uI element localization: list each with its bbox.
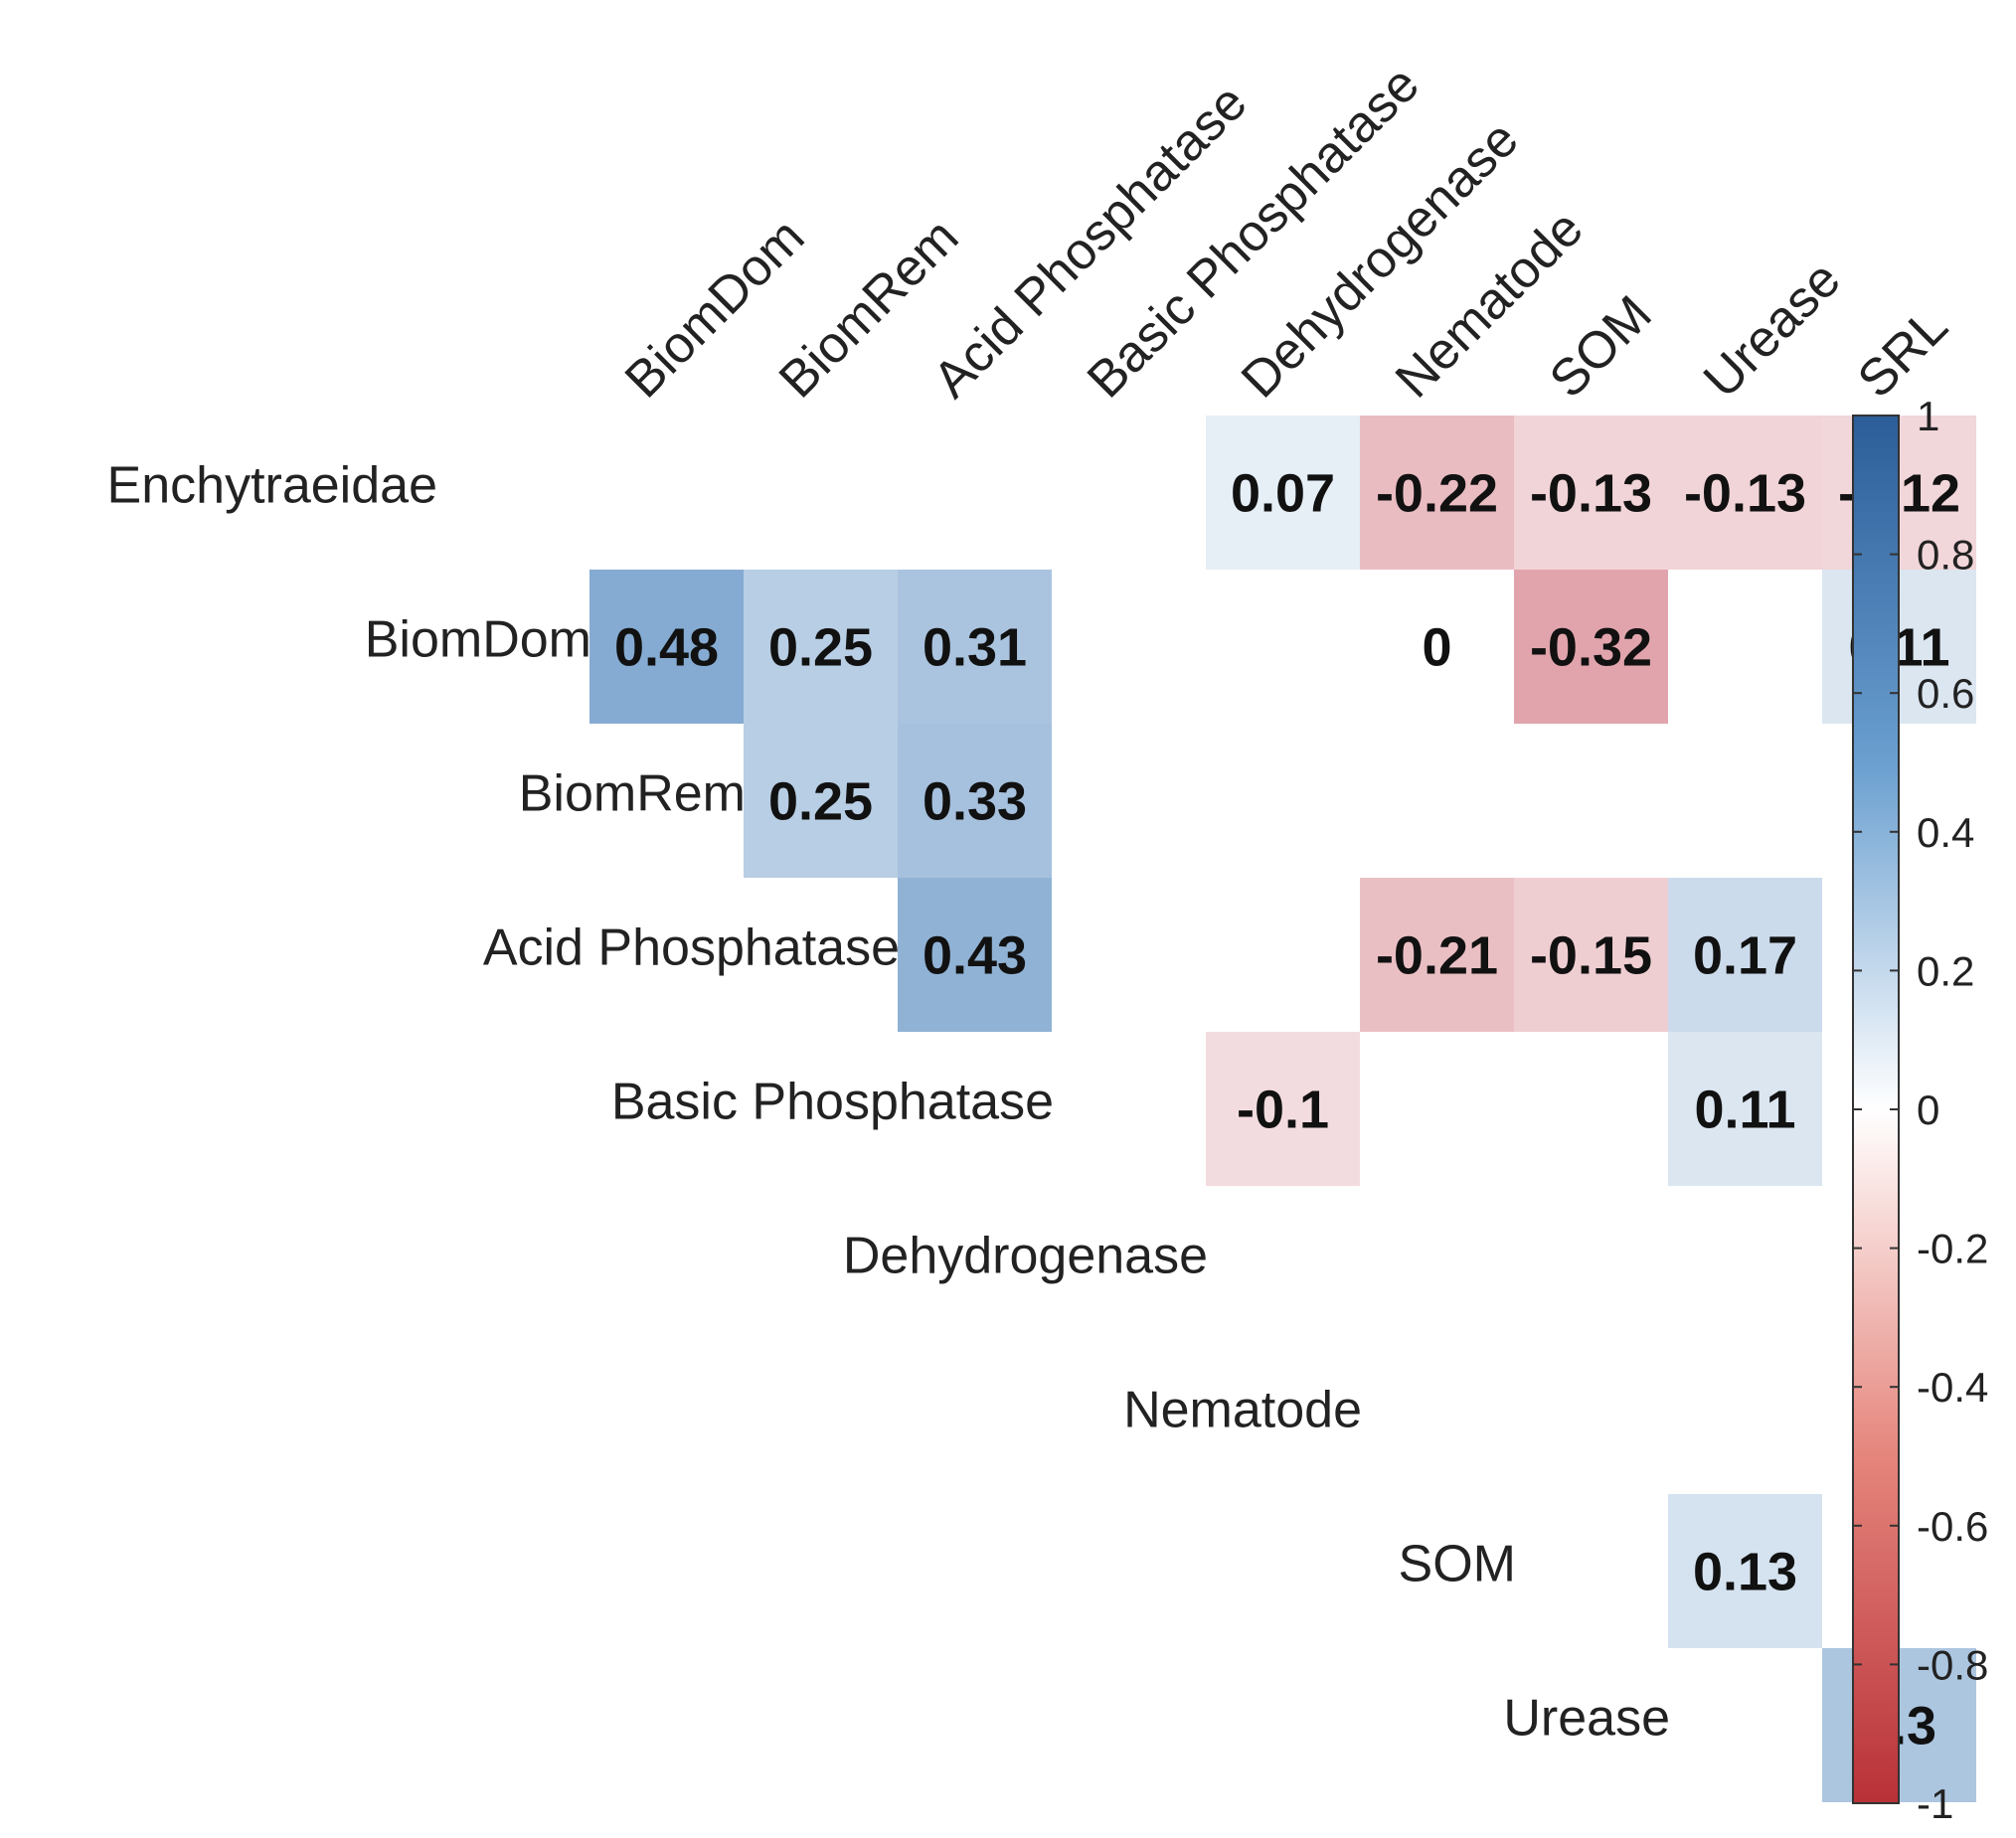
cell-value-enchytraeidae-som: -0.13 (1530, 464, 1652, 524)
row-label-urease: Urease (1503, 1690, 1670, 1748)
cell-value-basic-phosphatase-dehydrogenase: -0.1 (1237, 1081, 1329, 1140)
colorbar-tick-label: 0 (1917, 1086, 1939, 1133)
colorbar-tick-label: 0.8 (1917, 532, 1974, 579)
colorbar-tick-label: 0.2 (1917, 947, 1974, 994)
heatmap-cell-enchytraeidae-dehydrogenase (1206, 416, 1360, 570)
heatmap-cell-basic-phosphatase-urease (1668, 1032, 1822, 1186)
row-label-biomdom: BiomDom (365, 611, 591, 669)
colorbar: 1 0.8 0.6 0.4 0.2 0 -0.2 -0.4 -0.6 -0.8 -1 (1852, 393, 1988, 1827)
cell-value-enchytraeidae-dehydrogenase: 0.07 (1231, 464, 1335, 524)
heatmap-cell-som-urease (1668, 1494, 1822, 1648)
heatmap-cell-biomdom-nematode (1360, 570, 1514, 724)
cell-value-biomrem-biomrem: 0.25 (768, 772, 873, 832)
column-label-som: SOM (1539, 285, 1663, 410)
row-label-nematode: Nematode (1123, 1382, 1362, 1439)
heatmap-cell-acid-phosphatase-nematode (1360, 878, 1514, 1032)
cell-value-biomdom-som: -0.32 (1530, 618, 1652, 678)
colorbar-tick-label: 0.4 (1917, 809, 1974, 856)
heatmap-cell-enchytraeidae-nematode (1360, 416, 1514, 570)
cell-value-biomdom-nematode: 0 (1422, 618, 1451, 678)
row-label-biomrem: BiomRem (519, 765, 746, 823)
row-label-som: SOM (1399, 1536, 1516, 1593)
heatmap-cell-basic-phosphatase-dehydrogenase (1206, 1032, 1360, 1186)
cell-value-enchytraeidae-urease: -0.13 (1684, 464, 1806, 524)
column-label-srl: SRL (1847, 297, 1959, 410)
heatmap-cell-enchytraeidae-som (1514, 416, 1668, 570)
row-label-dehydrogenase: Dehydrogenase (843, 1228, 1208, 1285)
heatmap-cell-acid-phosphatase-urease (1668, 878, 1822, 1032)
cell-value-som-urease: 0.13 (1693, 1543, 1797, 1602)
cell-value-biomdom-biomrem: 0.25 (768, 618, 873, 678)
cell-value-biomrem-acid-phosphatase: 0.33 (923, 772, 1027, 832)
colorbar-tick-label: -0.2 (1917, 1226, 1988, 1272)
column-label-urease: Urease (1693, 251, 1852, 410)
cell-value-acid-phosphatase-urease: 0.17 (1693, 926, 1797, 986)
colorbar-tick-label: -1 (1917, 1780, 1953, 1827)
row-label-enchytraeidae: Enchytraeidae (107, 457, 437, 515)
colorbar-tick-label: -0.8 (1917, 1641, 1988, 1688)
heatmap-cell-biomrem-biomrem (744, 724, 898, 878)
heatmap-cell-biomdom-biomrem (744, 570, 898, 724)
colorbar-tick-label: 1 (1917, 393, 1939, 439)
row-label-basic-phosphatase: Basic Phosphatase (611, 1074, 1054, 1131)
cell-value-acid-phosphatase-som: -0.15 (1530, 926, 1652, 986)
cell-value-basic-phosphatase-urease: 0.11 (1694, 1081, 1795, 1140)
cell-value-enchytraeidae-nematode: -0.22 (1376, 464, 1498, 524)
cell-value-biomdom-acid-phosphatase: 0.31 (923, 618, 1027, 678)
heatmap-cell-biomrem-acid-phosphatase (898, 724, 1052, 878)
cell-value-acid-phosphatase-acid-phosphatase: 0.43 (923, 926, 1027, 986)
heatmap-cell-enchytraeidae-urease (1668, 416, 1822, 570)
heatmap-cell-biomdom-biomdom (589, 570, 744, 724)
cell-value-biomdom-biomdom: 0.48 (614, 618, 719, 678)
row-labels: Enchytraeidae BiomDom BiomRem Acid Phosphat… (107, 457, 1670, 1748)
heatmap-cell-biomdom-som (1514, 570, 1668, 724)
row-label-acid-phosphatase: Acid Phosphatase (483, 919, 900, 977)
colorbar-tick-label: -0.4 (1917, 1364, 1988, 1411)
heatmap-cell-acid-phosphatase-acid-phosphatase (898, 878, 1052, 1032)
colorbar-tick-label: -0.6 (1917, 1503, 1988, 1550)
column-label-dehydrogenase: Dehydrogenase (1231, 110, 1530, 410)
heatmap-cell-biomdom-acid-phosphatase (898, 570, 1052, 724)
colorbar-tick-label: 0.6 (1917, 670, 1974, 717)
heatmap-cell-acid-phosphatase-som (1514, 878, 1668, 1032)
cell-value-acid-phosphatase-nematode: -0.21 (1376, 926, 1498, 986)
